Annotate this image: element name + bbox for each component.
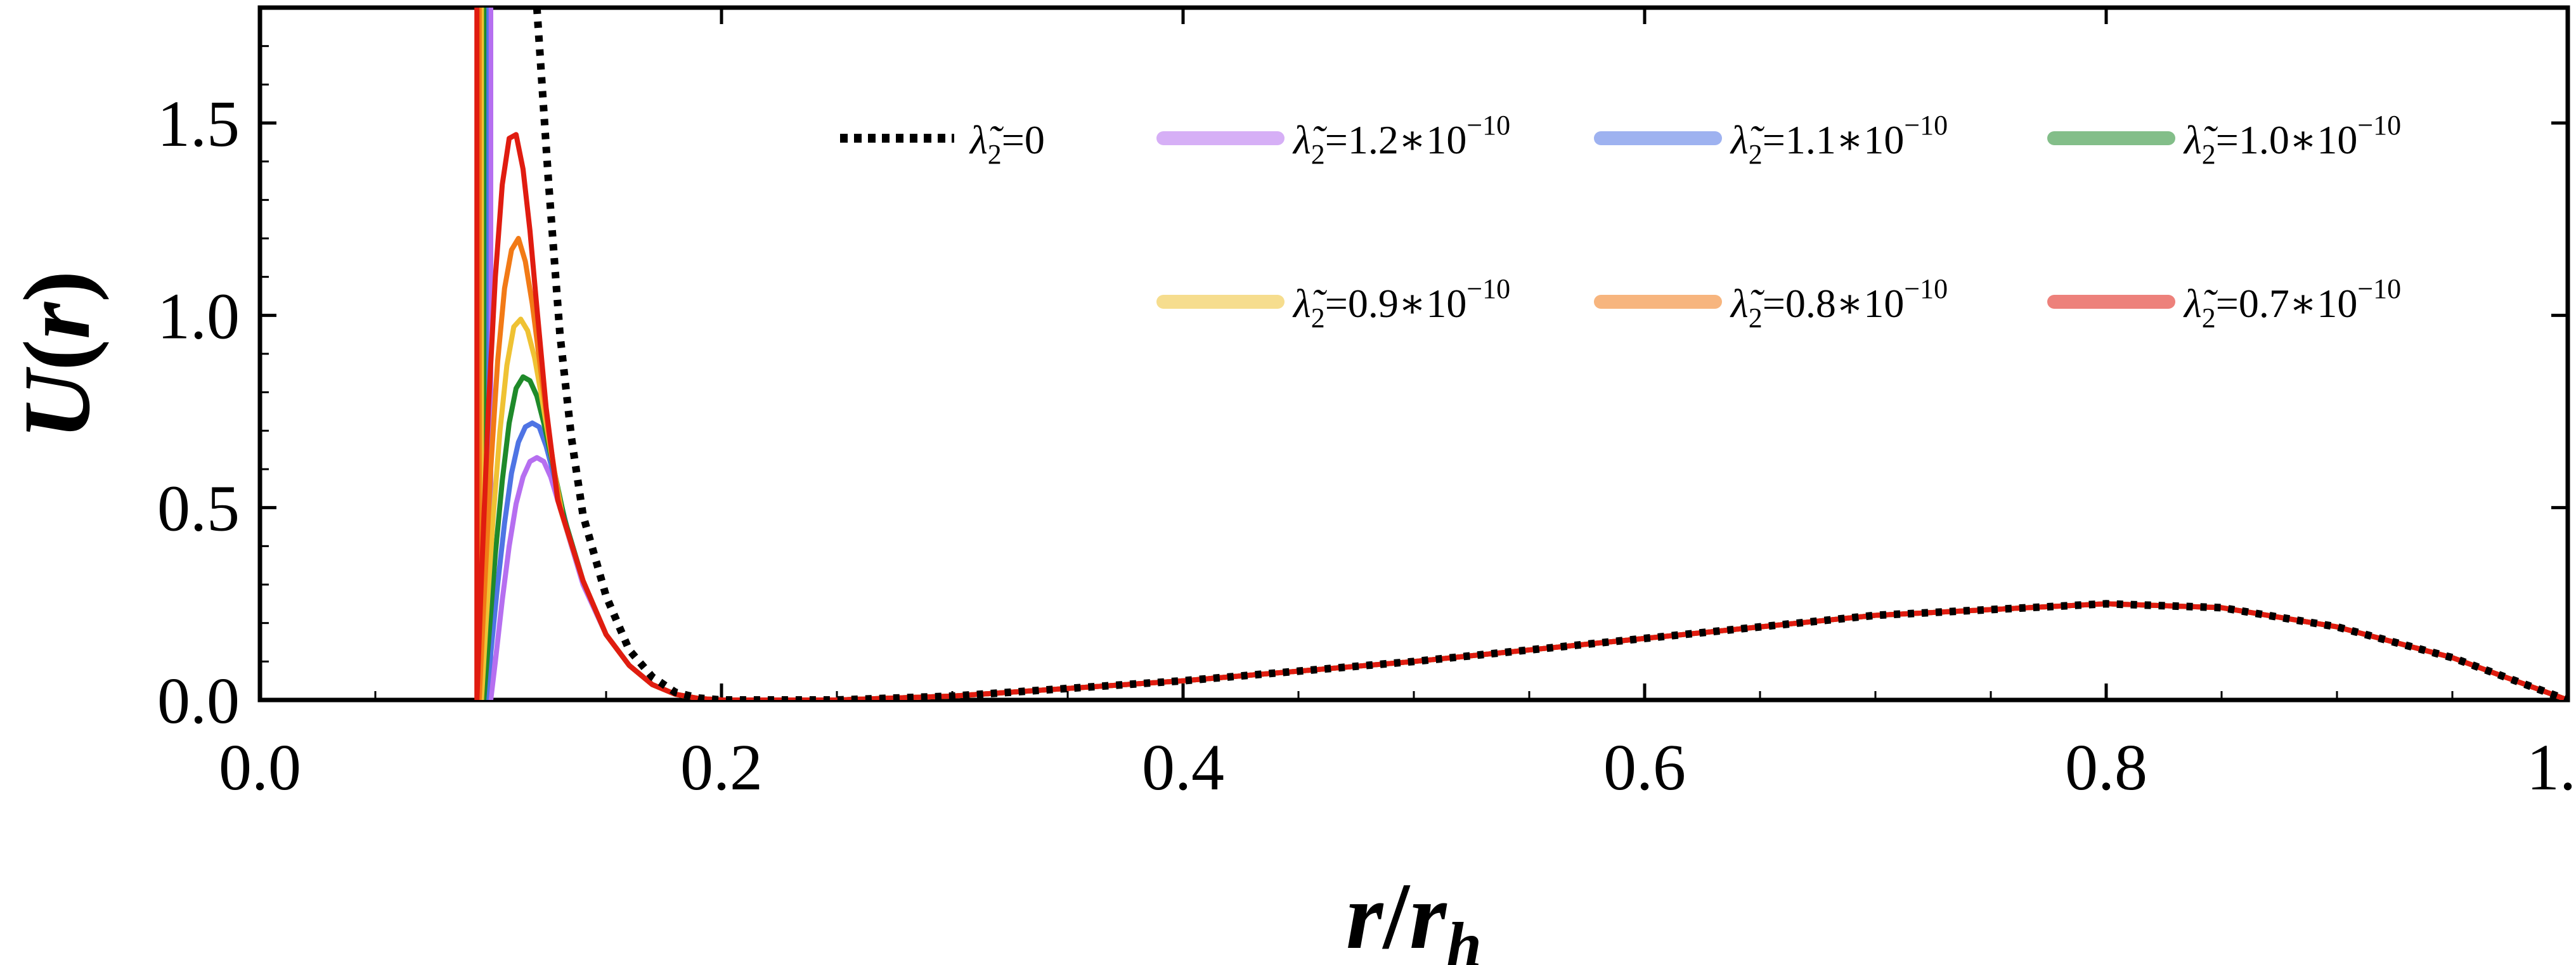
x-tick-label: 1.0 [2527, 731, 2576, 804]
series-layer [474, 8, 2568, 700]
legend: λ̃2=0 λ̃2=1.2∗10−10 λ̃2=1.1∗10−10 λ̃2=1.0∗1… [840, 110, 2401, 334]
legend-label: λ̃2=0.7∗10−10 [2183, 273, 2401, 334]
x-tick-label: 0.4 [1142, 731, 1224, 804]
series-line [479, 8, 2568, 700]
legend-label: λ̃2=0 [969, 117, 1045, 170]
legend-item: λ̃2=1.0∗10−10 [2047, 110, 2401, 170]
legend-item: λ̃2=0.8∗10−10 [1594, 273, 1948, 334]
legend-label: λ̃2=1.0∗10−10 [2183, 110, 2401, 170]
y-axis-title: U(r) [4, 271, 110, 440]
x-tick-label: 0.6 [1603, 731, 1686, 804]
x-tick-label: 0.0 [219, 731, 301, 804]
legend-label: λ̃2=1.2∗10−10 [1292, 110, 1510, 170]
legend-item: λ̃2=0.9∗10−10 [1156, 273, 1510, 334]
axis-ticks: 0.0 0.2 0.4 0.6 0.8 1.0 0.0 0.5 1.0 1.5 [157, 8, 2576, 804]
x-axis-title: r/rh [1346, 864, 1482, 965]
series-line [476, 8, 2568, 700]
series-line [488, 8, 2568, 700]
series-line [481, 8, 2568, 700]
y-tick-label: 1.5 [157, 87, 240, 160]
x-tick-label: 0.8 [2065, 731, 2147, 804]
y-tick-label: 1.0 [157, 280, 240, 353]
legend-label: λ̃2=0.8∗10−10 [1730, 273, 1948, 334]
y-tick-label: 0.5 [157, 472, 240, 545]
series-line [483, 8, 2568, 700]
legend-item: λ̃2=0.7∗10−10 [2047, 273, 2401, 334]
series-line [474, 8, 2568, 700]
y-tick-label: 0.0 [157, 664, 240, 737]
x-tick-label: 0.2 [680, 731, 763, 804]
legend-item: λ̃2=1.2∗10−10 [1156, 110, 1510, 170]
legend-item: λ̃2=0 [840, 117, 1045, 170]
legend-label: λ̃2=0.9∗10−10 [1292, 273, 1510, 334]
legend-item: λ̃2=1.1∗10−10 [1594, 110, 1948, 170]
plot-frame [257, 5, 2570, 703]
series-line [533, 8, 2568, 700]
legend-label: λ̃2=1.1∗10−10 [1730, 110, 1948, 170]
